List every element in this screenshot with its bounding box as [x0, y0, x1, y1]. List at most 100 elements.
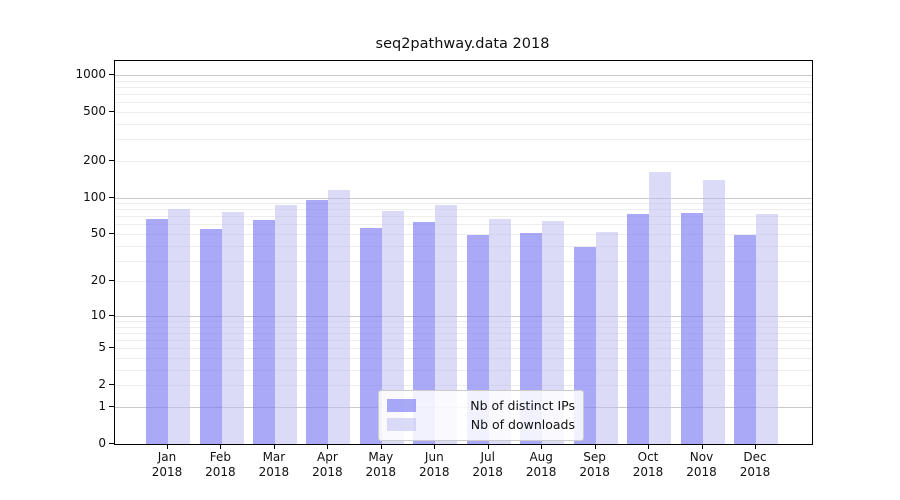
x-tick — [273, 444, 275, 449]
bar-downloads-nov — [702, 179, 725, 444]
gridline-minor — [115, 94, 812, 95]
x-tick — [167, 444, 168, 449]
y-tick — [109, 443, 114, 444]
x-axis-tick-label: Sep 2018 — [579, 450, 610, 479]
gridline-minor — [115, 358, 812, 359]
x-axis-tick-label: Apr 2018 — [312, 450, 343, 479]
y-tick — [109, 196, 114, 198]
x-axis-tick-label: Nov 2018 — [686, 450, 717, 479]
gridline-major — [115, 197, 812, 199]
x-axis-tick-label: Jun 2018 — [419, 450, 450, 479]
y-tick — [109, 159, 114, 161]
bar-downloads-jul — [488, 218, 511, 444]
y-axis-tick-label: 1000 — [75, 66, 106, 81]
bar-downloads-jun — [435, 205, 458, 444]
x-tick — [487, 444, 489, 449]
gridline-minor — [115, 139, 812, 141]
gridline-major — [115, 74, 812, 76]
bar-distinct-ips-jun — [413, 221, 436, 444]
x-tick — [327, 444, 329, 449]
gridline-minor — [115, 86, 812, 88]
gridline-minor — [115, 245, 812, 247]
x-tick — [755, 444, 756, 449]
y-axis-tick-label: 5 — [98, 340, 106, 355]
x-axis-tick-label: May 2018 — [365, 450, 397, 479]
bar-downloads-mar — [274, 205, 297, 444]
x-axis-tick-label: Feb 2018 — [205, 450, 236, 479]
bar-downloads-oct — [649, 172, 671, 444]
bar-downloads-jan — [168, 208, 190, 444]
x-axis-tick-label: Jan 2018 — [151, 450, 183, 479]
gridline-minor — [115, 385, 812, 387]
gridline-minor — [115, 321, 812, 322]
legend-item-distinct-ips: Nb of distinct IPs — [387, 396, 575, 415]
x-tick — [380, 444, 382, 449]
gridline-minor — [115, 160, 812, 162]
bar-downloads-aug — [542, 221, 565, 444]
x-axis-tick-label: Oct 2018 — [632, 450, 664, 479]
bar-distinct-ips-oct — [627, 214, 649, 444]
gridline-minor — [115, 326, 812, 328]
x-tick — [648, 444, 649, 449]
bar-downloads-may — [381, 211, 404, 444]
y-axis-tick-label: 20 — [90, 273, 106, 288]
gridline-minor — [115, 111, 812, 113]
gridline-minor — [115, 234, 812, 235]
y-axis-tick-label: 0 — [98, 436, 106, 450]
gridline-minor — [115, 332, 812, 334]
gridline-minor — [115, 369, 812, 371]
y-tick — [109, 347, 114, 349]
y-axis-tick-label: 50 — [90, 226, 106, 240]
x-axis-tick-label: Jul 2018 — [472, 450, 503, 479]
legend-label-downloads: Nb of downloads — [470, 417, 575, 432]
chart-title: seq2pathway.data 2018 — [375, 36, 550, 52]
x-tick — [594, 444, 596, 449]
bar-distinct-ips-apr — [306, 200, 329, 444]
gridline-minor — [115, 216, 812, 218]
bar-distinct-ips-feb — [199, 229, 222, 444]
gridline-minor — [115, 80, 812, 82]
x-tick — [701, 444, 703, 449]
x-tick — [434, 444, 436, 449]
y-axis-tick-label: 200 — [83, 152, 106, 167]
y-tick — [109, 233, 114, 234]
x-axis-tick-label: Dec 2018 — [739, 450, 771, 479]
legend-label-distinct-ips: Nb of distinct IPs — [470, 398, 575, 413]
bar-downloads-sep — [595, 231, 618, 444]
gridline-minor — [115, 123, 812, 125]
y-axis-tick-label: 10 — [90, 307, 106, 322]
bar-distinct-ips-nov — [680, 212, 703, 444]
x-tick — [220, 444, 222, 449]
bar-distinct-ips-dec — [734, 235, 756, 444]
gridline-minor — [115, 260, 812, 262]
y-tick — [109, 110, 114, 112]
gridline-minor — [115, 281, 812, 283]
legend-swatch-distinct-ips — [387, 399, 416, 412]
y-tick — [109, 406, 114, 407]
gridline-minor — [115, 209, 812, 211]
gridline-minor — [115, 224, 812, 226]
gridline-minor — [115, 102, 812, 104]
y-tick — [109, 73, 114, 75]
legend: Nb of distinct IPs Nb of downloads — [378, 390, 584, 441]
bar-distinct-ips-mar — [252, 220, 275, 444]
y-axis-tick-label: 100 — [83, 189, 106, 204]
gridline-major — [115, 315, 812, 317]
y-axis-tick-label: 1 — [98, 399, 106, 413]
y-tick — [109, 314, 114, 316]
legend-item-downloads: Nb of downloads — [387, 415, 575, 434]
y-tick — [109, 384, 114, 386]
bar-downloads-apr — [328, 189, 351, 444]
y-axis-tick-label: 2 — [98, 377, 106, 392]
gridline-minor — [115, 340, 812, 342]
gridline-minor — [115, 348, 812, 350]
bar-downloads-feb — [221, 212, 244, 444]
x-tick — [541, 444, 543, 449]
x-axis-tick-label: Mar 2018 — [258, 450, 290, 479]
gridline-minor — [115, 203, 812, 204]
bar-distinct-ips-jan — [146, 219, 168, 444]
bar-distinct-ips-may — [359, 228, 382, 444]
y-tick — [109, 280, 114, 282]
x-axis-tick-label: Aug 2018 — [525, 450, 557, 479]
